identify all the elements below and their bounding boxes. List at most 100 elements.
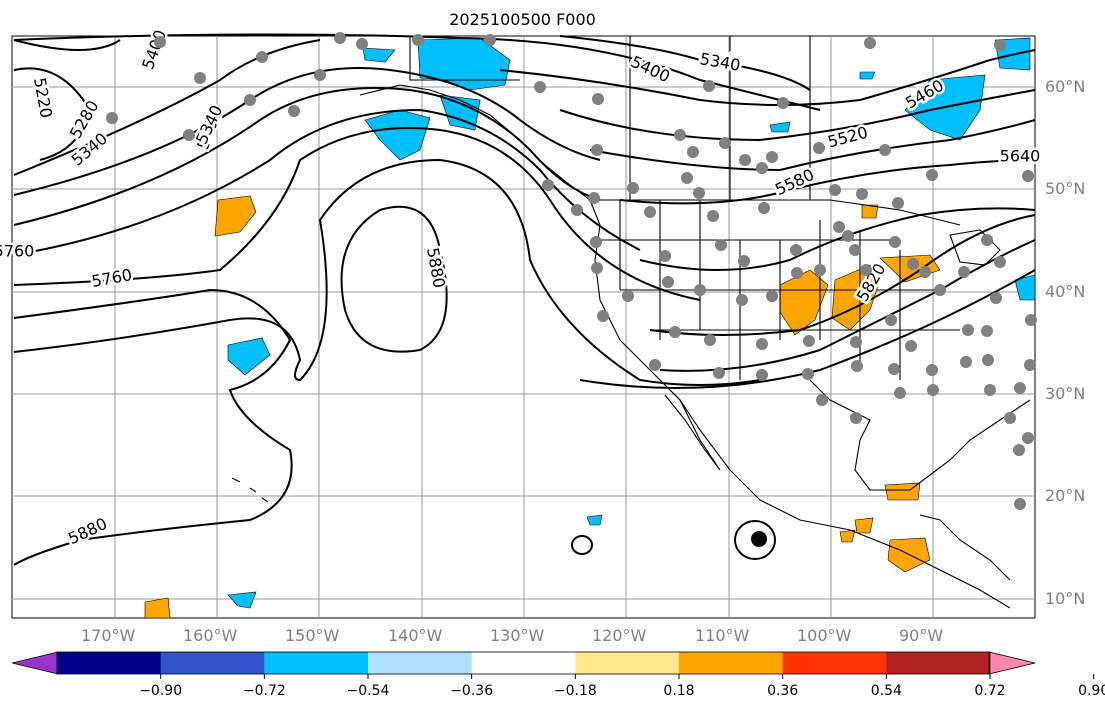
station-markers (106, 32, 1037, 510)
station-marker (850, 336, 862, 348)
lat-label: 10°N (1045, 589, 1086, 608)
colorbar-segment (782, 652, 887, 674)
station-marker (934, 284, 946, 296)
station-marker (681, 172, 693, 184)
colorbar-tick-label: 0.18 (663, 683, 695, 699)
station-marker (960, 356, 972, 368)
station-marker (851, 360, 863, 372)
station-marker (829, 184, 841, 196)
colorbar-segment (679, 652, 784, 674)
colorbar-tick-label: 0.90 (1078, 683, 1105, 699)
station-marker (777, 97, 789, 109)
station-marker (412, 34, 424, 46)
colorbar (11, 651, 1095, 679)
station-marker (622, 290, 634, 302)
station-marker (894, 387, 906, 399)
height-contours (13, 33, 1036, 566)
station-marker (356, 38, 368, 50)
colorbar-tick-label: 0.72 (974, 683, 1006, 699)
station-marker (856, 188, 868, 200)
colorbar-segment (264, 652, 369, 674)
station-marker (588, 192, 600, 204)
contour-label-halo: 5640 (1000, 147, 1041, 166)
station-marker (662, 276, 674, 288)
station-marker (756, 162, 768, 174)
station-marker (926, 364, 938, 376)
station-marker (738, 255, 750, 267)
station-marker (591, 262, 603, 274)
station-marker (644, 206, 656, 218)
contour-label: 5760 (0, 242, 34, 261)
station-marker (850, 412, 862, 424)
station-marker (889, 236, 901, 248)
station-marker (590, 236, 602, 248)
station-marker (981, 234, 993, 246)
station-marker (813, 142, 825, 154)
station-marker (756, 338, 768, 350)
station-marker (542, 179, 554, 191)
lat-label: 60°N (1045, 77, 1086, 96)
station-marker (534, 81, 546, 93)
map-title: 2025100500 F000 (449, 10, 596, 29)
station-marker (484, 34, 496, 46)
lon-label: 120°W (592, 626, 647, 645)
station-marker (756, 369, 768, 381)
station-marker (707, 210, 719, 222)
station-marker (927, 384, 939, 396)
station-marker (1025, 314, 1037, 326)
lon-label: 130°W (490, 626, 545, 645)
station-marker (905, 340, 917, 352)
lat-lon-grid (12, 36, 1035, 618)
positive-anomaly-shading (144, 195, 941, 619)
station-marker (703, 80, 715, 92)
lat-label: 30°N (1045, 384, 1086, 403)
lon-label: 140°W (388, 626, 443, 645)
colorbar-tick-label: 0.36 (767, 683, 799, 699)
station-marker (766, 290, 778, 302)
lat-label: 50°N (1045, 179, 1086, 198)
station-marker (816, 394, 828, 406)
colorbar-segment (57, 652, 162, 674)
station-marker (864, 37, 876, 49)
station-marker (802, 368, 814, 380)
lon-label: 160°W (183, 626, 238, 645)
station-marker (814, 264, 826, 276)
lon-label: 90°W (899, 626, 944, 645)
station-marker (892, 197, 904, 209)
colorbar-tick-label: −0.72 (242, 683, 286, 699)
station-marker (860, 264, 872, 276)
station-marker (981, 325, 993, 337)
station-marker (244, 94, 256, 106)
lat-label: 20°N (1045, 486, 1086, 505)
station-marker (790, 244, 802, 256)
station-marker (1022, 432, 1034, 444)
station-marker (842, 230, 854, 242)
colorbar-tick-label: −0.36 (450, 683, 494, 699)
station-marker (758, 202, 770, 214)
station-marker (803, 335, 815, 347)
station-marker (1013, 444, 1025, 456)
station-marker (694, 284, 706, 296)
station-marker (674, 129, 686, 141)
station-marker (1014, 382, 1026, 394)
colorbar-segment (160, 652, 265, 674)
lon-label: 170°W (81, 626, 136, 645)
station-marker (334, 32, 346, 44)
lon-label: 150°W (285, 626, 340, 645)
station-marker (713, 367, 725, 379)
station-marker (704, 334, 716, 346)
station-marker (885, 314, 897, 326)
station-marker (739, 154, 751, 166)
colorbar-tick-label: −0.18 (553, 683, 597, 699)
station-marker (1024, 359, 1036, 371)
colorbar-segment (471, 652, 576, 674)
lon-label: 100°W (797, 626, 852, 645)
station-marker (982, 354, 994, 366)
station-marker (958, 266, 970, 278)
station-marker (669, 326, 681, 338)
station-marker (879, 144, 891, 156)
station-marker (994, 256, 1006, 268)
contour-label-halo: 5760 (0, 242, 34, 261)
station-marker (1014, 498, 1026, 510)
